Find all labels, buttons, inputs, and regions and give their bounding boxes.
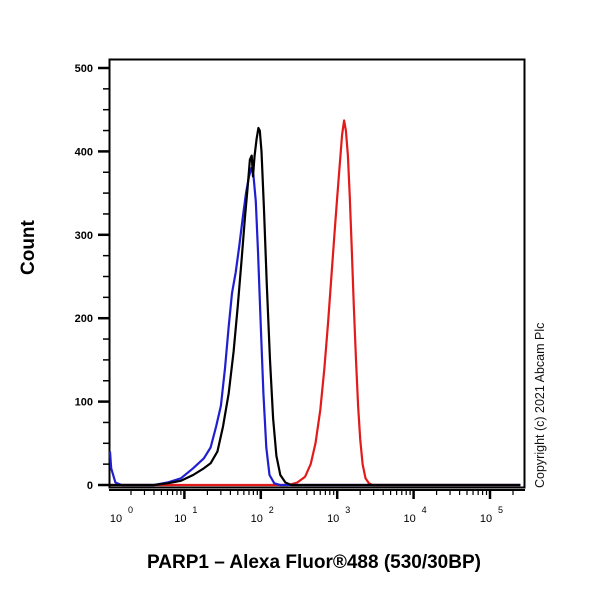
x-tick-exponent: 2 <box>269 505 274 515</box>
x-tick-label: 10 <box>327 513 339 525</box>
y-axis: 0 100 200 300 400 500 <box>75 63 110 492</box>
x-tick-exponent: 4 <box>422 505 427 515</box>
x-axis-label: PARP1 – Alexa Fluor®488 (530/30BP) <box>147 552 481 573</box>
x-tick-label: 10 <box>480 513 492 525</box>
y-tick-label: 500 <box>75 63 93 75</box>
x-tick-exponent: 1 <box>192 505 197 515</box>
series-layer <box>108 119 521 487</box>
series-line-parp1-antibody <box>110 119 521 487</box>
y-tick-label: 400 <box>75 146 93 158</box>
x-tick-exponent: 0 <box>128 505 133 515</box>
y-tick-label: 300 <box>75 230 93 242</box>
x-tick-label: 10 <box>403 513 415 525</box>
series-line-unlabeled-control <box>110 126 521 487</box>
x-tick-label: 10 <box>174 513 186 525</box>
x-tick-exponent: 5 <box>498 505 503 515</box>
y-tick-label: 0 <box>87 480 93 492</box>
copyright-notice: Copyright (c) 2021 Abcam Plc <box>533 322 547 488</box>
x-axis: 10 0 10 1 10 2 10 3 10 4 10 5 <box>109 489 525 525</box>
y-tick-label: 100 <box>75 397 93 409</box>
x-tick-exponent: 3 <box>345 505 350 515</box>
x-tick-label: 10 <box>251 513 263 525</box>
y-axis-label: Count <box>18 220 39 275</box>
plot-frame <box>108 58 526 489</box>
x-tick-label: 10 <box>110 513 122 525</box>
y-tick-label: 200 <box>75 313 93 325</box>
